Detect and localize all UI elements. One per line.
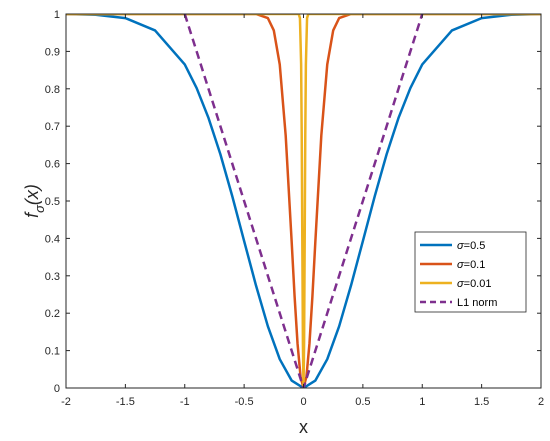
x-tick-label: -2 [61,396,71,408]
y-tick-label: 0.7 [45,121,60,133]
series-layer [66,14,541,388]
x-axis-title: x [299,417,308,437]
legend-label-1: σ=0.1 [457,259,485,271]
series-line-1 [66,14,541,388]
legend-label-2: σ=0.01 [457,278,491,290]
y-tick-label: 0.3 [45,271,60,283]
y-tick-label: 0.9 [45,46,60,58]
legend-label-3: L1 norm [457,297,497,309]
x-tick-label: -0.5 [235,396,254,408]
series-line-2 [66,14,541,388]
series-line-3 [183,14,424,388]
legend-label-0: σ=0.5 [457,240,485,252]
y-tick-label: 0 [54,383,60,395]
legend: σ=0.5 σ=0.1 σ=0.01 L1 norm [414,231,527,313]
y-axis-title-sub: σ [32,204,47,213]
x-tick-label: 2 [538,396,544,408]
x-tick-label: -1 [180,396,190,408]
y-tick-label: 0.4 [45,233,60,245]
x-tick-label: 1.5 [474,396,489,408]
y-axis-title-arg: (x) [22,184,42,205]
x-tick-label: 1 [419,396,425,408]
ticks-layer: -2 -1.5 -1 -0.5 0 0.5 1 1.5 2 0 0.1 0.2 0.3 0.4 0.5 0.6… [45,9,544,408]
series-line-0 [66,14,541,388]
y-tick-label: 0.2 [45,308,60,320]
x-tick-label: -1.5 [116,396,135,408]
y-tick-label: 0.5 [45,196,60,208]
y-axis-title-main: f [22,211,42,218]
x-tick-label: 0 [300,396,306,408]
y-axis-title: fσ(x) [22,184,47,218]
y-tick-label: 0.8 [45,84,60,96]
y-tick-label: 1 [54,9,60,21]
y-tick-label: 0.6 [45,159,60,171]
y-tick-label: 0.1 [45,346,60,358]
svg-text:fσ(x): fσ(x) [22,184,47,218]
x-tick-label: 0.5 [355,396,370,408]
